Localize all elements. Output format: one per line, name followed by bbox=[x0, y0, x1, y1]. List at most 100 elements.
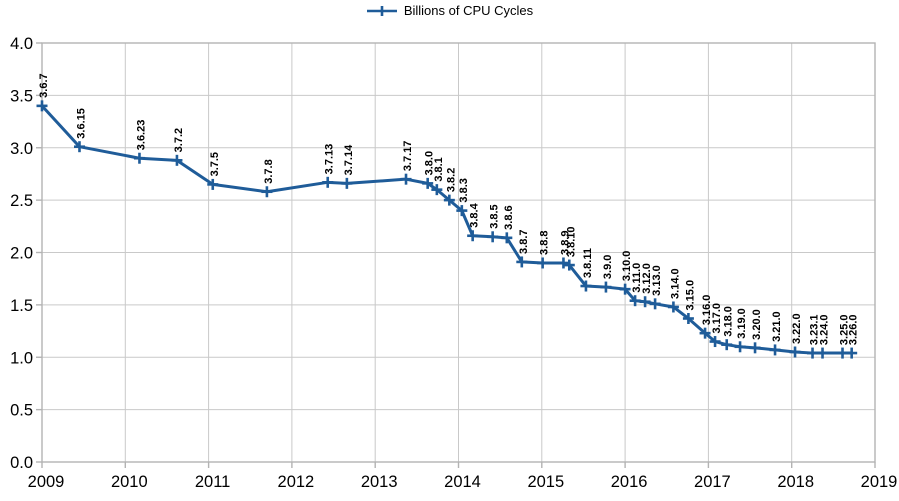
legend-line-marker-icon bbox=[366, 6, 397, 16]
data-point-label: 3.9.0 bbox=[602, 255, 614, 279]
x-axis-tick-label: 2018 bbox=[777, 473, 814, 491]
y-axis-tick-label: 2.5 bbox=[10, 192, 33, 210]
data-point-marker bbox=[807, 347, 819, 359]
data-point-label: 3.7.14 bbox=[343, 144, 355, 175]
data-point-label: 3.8.6 bbox=[503, 205, 515, 229]
data-point-marker bbox=[749, 342, 761, 354]
data-point-label: 3.10.0 bbox=[621, 251, 633, 282]
x-axis-tick-label: 2019 bbox=[861, 473, 898, 491]
data-point-label: 3.17.0 bbox=[711, 303, 723, 334]
y-axis-tick-label: 2.0 bbox=[10, 245, 33, 263]
data-point-label: 3.8.9 bbox=[559, 231, 571, 255]
data-point-label: 3.8.5 bbox=[489, 204, 501, 228]
data-point-label: 3.20.0 bbox=[751, 309, 763, 340]
data-point-marker bbox=[537, 257, 549, 269]
data-point-label: 3.11.0 bbox=[631, 263, 643, 293]
y-axis-tick-label: 0.5 bbox=[10, 402, 33, 420]
data-point-label: 3.7.8 bbox=[263, 159, 275, 183]
data-point-label: 3.24.0 bbox=[819, 314, 831, 345]
data-point-label: 3.13.0 bbox=[651, 265, 663, 296]
data-point-marker bbox=[73, 141, 85, 153]
data-point-label: 3.6.23 bbox=[135, 120, 147, 151]
data-point-marker bbox=[207, 178, 219, 190]
data-point-marker bbox=[467, 230, 479, 242]
data-point-label: 3.25.0 bbox=[839, 314, 851, 345]
data-point-marker bbox=[789, 346, 801, 358]
y-axis-tick-label: 1.5 bbox=[10, 297, 33, 315]
data-point-marker bbox=[341, 177, 353, 189]
data-point-label: 3.8.11 bbox=[582, 248, 594, 278]
x-axis-tick-label: 2009 bbox=[28, 473, 65, 491]
data-point-label: 3.23.1 bbox=[809, 314, 821, 345]
data-point-marker bbox=[171, 154, 183, 166]
data-point-marker bbox=[456, 205, 468, 217]
data-point-marker bbox=[431, 184, 443, 196]
data-point-marker bbox=[619, 283, 631, 295]
data-point-label: 3.8.4 bbox=[469, 202, 481, 227]
data-point-label: 3.8.3 bbox=[458, 178, 470, 202]
data-point-marker bbox=[501, 232, 513, 244]
data-point-marker bbox=[557, 257, 569, 269]
data-point-marker bbox=[443, 194, 455, 206]
data-point-label: 3.8.2 bbox=[445, 168, 457, 192]
y-axis-tick-label: 3.0 bbox=[10, 140, 33, 158]
data-point-marker bbox=[629, 295, 641, 307]
data-point-label: 3.8.1 bbox=[433, 157, 445, 181]
data-point-label: 3.21.0 bbox=[771, 311, 783, 342]
x-axis-tick-label: 2011 bbox=[195, 473, 230, 491]
data-point-label: 3.16.0 bbox=[701, 295, 713, 326]
data-point-label: 3.7.17 bbox=[402, 141, 414, 172]
data-point-label: 3.26.0 bbox=[848, 314, 860, 345]
data-point-label: 3.14.0 bbox=[669, 268, 681, 299]
data-point-label: 3.7.13 bbox=[324, 144, 336, 175]
data-point-marker bbox=[400, 173, 412, 185]
data-point-label: 3.15.0 bbox=[684, 280, 696, 311]
data-point-label: 3.8.0 bbox=[424, 151, 436, 175]
data-point-marker bbox=[563, 259, 575, 271]
data-point-marker bbox=[667, 301, 679, 313]
x-axis-tick-label: 2015 bbox=[527, 473, 564, 491]
data-point-marker bbox=[516, 256, 528, 268]
data-point-label: 3.6.15 bbox=[75, 108, 87, 139]
data-point-marker bbox=[580, 280, 592, 292]
data-point-marker bbox=[261, 186, 273, 198]
data-point-marker bbox=[133, 152, 145, 164]
data-point-marker bbox=[817, 347, 829, 359]
data-point-label: 3.12.0 bbox=[641, 263, 653, 294]
data-point-marker bbox=[682, 312, 694, 324]
data-point-marker bbox=[422, 177, 434, 189]
data-point-marker bbox=[322, 176, 334, 188]
data-point-marker bbox=[699, 327, 711, 339]
data-point-marker bbox=[846, 347, 858, 359]
legend-label: Billions of CPU Cycles bbox=[403, 3, 534, 18]
data-point-marker bbox=[721, 339, 733, 351]
data-point-label: 3.7.5 bbox=[209, 152, 221, 176]
data-point-label: 3.6.7 bbox=[38, 73, 50, 97]
y-axis-tick-label: 1.0 bbox=[10, 349, 33, 367]
data-point-label: 3.7.2 bbox=[173, 128, 185, 152]
data-point-marker bbox=[734, 341, 746, 353]
data-point-marker bbox=[600, 281, 612, 293]
data-point-marker bbox=[36, 100, 48, 112]
y-axis-tick-label: 4.0 bbox=[10, 35, 33, 53]
data-point-label: 3.8.8 bbox=[539, 231, 551, 255]
x-axis-tick-label: 2017 bbox=[694, 473, 731, 491]
data-point-marker bbox=[709, 336, 721, 348]
x-axis-tick-label: 2012 bbox=[278, 473, 315, 491]
data-point-marker bbox=[769, 344, 781, 356]
x-axis-tick-label: 2014 bbox=[444, 473, 481, 491]
data-point-marker bbox=[649, 298, 661, 310]
data-point-label: 3.22.0 bbox=[791, 313, 803, 344]
x-axis-tick-label: 2016 bbox=[611, 473, 648, 491]
x-axis-tick-label: 2010 bbox=[111, 473, 148, 491]
data-point-label: 3.19.0 bbox=[736, 308, 748, 339]
x-axis-tick-label: 2013 bbox=[361, 473, 398, 491]
data-point-label: 3.18.0 bbox=[723, 306, 735, 337]
data-point-marker bbox=[639, 296, 651, 308]
data-point-label: 3.8.10 bbox=[565, 226, 577, 257]
y-axis-tick-label: 0.0 bbox=[10, 454, 33, 472]
data-point-label: 3.8.7 bbox=[518, 229, 530, 253]
chart-legend: Billions of CPU Cycles bbox=[0, 2, 899, 20]
